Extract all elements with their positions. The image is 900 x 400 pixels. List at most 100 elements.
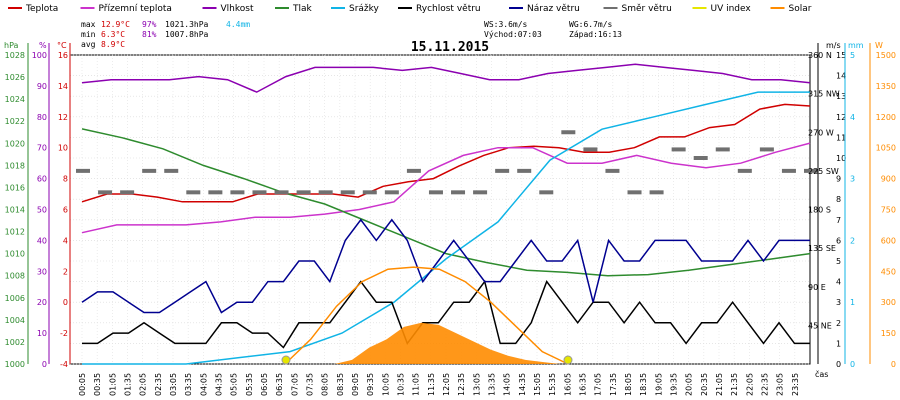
y-tick-precip: 2 [850, 236, 855, 245]
plot-area [69, 54, 811, 365]
axis-unit-wind-speed: m/s [826, 41, 841, 50]
y-tick-temperature: 16 [58, 51, 68, 60]
series-line-n-raz-v-tru [81, 218, 810, 314]
x-tick-label: 05:05 [230, 373, 239, 396]
wind-dir-mark [252, 190, 267, 195]
axes-layer: 1028102610241022102010181016101410121010… [5, 43, 896, 369]
x-tick-label: 02:35 [154, 373, 163, 396]
y-tick-wind-speed: 11 [836, 133, 846, 142]
wind-stats: WS:3.6m/s WG:6.7m/s Východ:07:03 Západ:1… [484, 20, 622, 39]
x-tick-label: 02:05 [139, 373, 148, 396]
y-tick-pressure: 1014 [5, 206, 25, 215]
sunset-marker [563, 355, 573, 365]
wind-dir-mark [451, 190, 466, 195]
y-tick-wind-speed: 9 [836, 175, 841, 184]
y-tick-temperature: 4 [63, 236, 68, 245]
y-tick-pressure: 1022 [5, 117, 25, 126]
series-line-sr-ky [82, 91, 810, 365]
x-tick-label: 07:35 [306, 373, 315, 396]
wind-dir-mark [76, 168, 90, 173]
y-tick-humidity: 70 [37, 144, 47, 153]
wind-dir-mark [318, 190, 333, 195]
stats-max-temp: 12.9°C [101, 20, 130, 29]
x-tick-label: 16:05 [563, 373, 572, 396]
wind-dir-mark [296, 190, 311, 195]
x-tick-label: 14:35 [518, 373, 527, 396]
wind-dir-mark [583, 147, 598, 152]
legend-label: Srážky [349, 4, 380, 14]
x-tick-label: 15:35 [548, 373, 557, 396]
y-tick-wind-dir: 360 N [808, 51, 832, 60]
stats-avg-temp: 8.9°C [101, 40, 125, 49]
series-line-vlhkost [81, 63, 811, 93]
y-tick-pressure: 1010 [5, 250, 25, 259]
wind-dir-mark [186, 190, 201, 195]
y-tick-pressure: 1020 [5, 139, 25, 148]
y-tick-solar: 300 [881, 298, 896, 307]
x-tick-label: 21:35 [730, 373, 739, 396]
x-tick-label: 11:35 [427, 373, 436, 396]
wind-dir-mark [517, 168, 532, 173]
y-tick-pressure: 1026 [5, 73, 25, 82]
stats-max-hum: 97% [142, 20, 157, 29]
y-tick-temperature: 2 [63, 267, 68, 276]
wind-dir-mark [164, 168, 179, 173]
x-tick-label: 10:05 [381, 373, 390, 396]
wind-dir-mark [230, 190, 245, 195]
y-tick-solar: 1200 [876, 113, 896, 122]
axis-unit-precip: mm [848, 41, 864, 50]
legend: Teplota Přízemní teplota Vlhkost Tlak Srážky… [8, 4, 812, 14]
x-tick-label: 09:35 [366, 373, 375, 396]
sunrise-marker [281, 355, 291, 365]
x-tick-label: 21:05 [715, 373, 724, 396]
stats-max-label: max [81, 20, 96, 29]
y-tick-pressure: 1024 [5, 95, 25, 104]
y-tick-temperature: 6 [63, 206, 68, 215]
wind-dir-mark [384, 190, 399, 195]
y-tick-wind-speed: 4 [836, 278, 841, 287]
y-tick-solar: 150 [881, 329, 896, 338]
y-tick-pressure: 1008 [5, 272, 25, 281]
y-tick-wind-dir: 315 NW [808, 90, 840, 99]
x-tick-label: 08:35 [336, 373, 345, 396]
y-tick-wind-speed: 8 [836, 195, 841, 204]
series-layer [76, 63, 818, 365]
y-tick-wind-speed: 15 [836, 51, 846, 60]
legend-label: Náraz větru [527, 4, 580, 14]
wind-stats-wg: WG:6.7m/s [569, 20, 613, 29]
wind-dir-mark [208, 190, 223, 195]
x-tick-label: 00:05 [78, 373, 87, 396]
y-tick-solar: 600 [881, 236, 896, 245]
y-tick-humidity: 80 [37, 113, 47, 122]
wind-dir-mark [693, 156, 708, 160]
series-line-teplota [81, 103, 811, 203]
x-tick-label: 04:35 [215, 373, 224, 396]
y-tick-solar: 1350 [876, 82, 896, 91]
series-line-tlak [81, 128, 811, 277]
axis-unit-humidity: % [39, 41, 47, 50]
series-line-rychlost-v-tru [82, 279, 810, 349]
y-tick-humidity: 50 [37, 206, 47, 215]
wind-dir-mark [715, 147, 730, 152]
y-tick-humidity: 0 [42, 360, 47, 369]
y-tick-wind-speed: 14 [836, 72, 846, 81]
y-tick-wind-speed: 13 [836, 92, 846, 101]
wind-dir-mark [340, 190, 355, 195]
y-tick-wind-speed: 12 [836, 113, 846, 122]
y-tick-wind-dir: 180 S [808, 206, 831, 215]
y-tick-wind-dir: 225 SW [808, 167, 839, 176]
axis-unit-temperature: °C [57, 41, 67, 50]
x-tick-label: 03:35 [184, 373, 193, 396]
y-tick-wind-dir: 90 E [808, 283, 826, 292]
y-tick-precip: 0 [850, 360, 855, 369]
y-tick-solar: 1500 [876, 51, 896, 60]
x-tick-label: 09:05 [351, 373, 360, 396]
x-tick-label: 22:35 [761, 373, 770, 396]
y-tick-pressure: 1018 [5, 161, 25, 170]
legend-label: Rychlost větru [416, 4, 481, 14]
stats-precip: 4.4mm [226, 20, 250, 29]
y-tick-pressure: 1012 [5, 228, 25, 237]
series-line-p-zemn-teplota [81, 142, 811, 234]
stats-min-hum: 81% [142, 30, 157, 39]
